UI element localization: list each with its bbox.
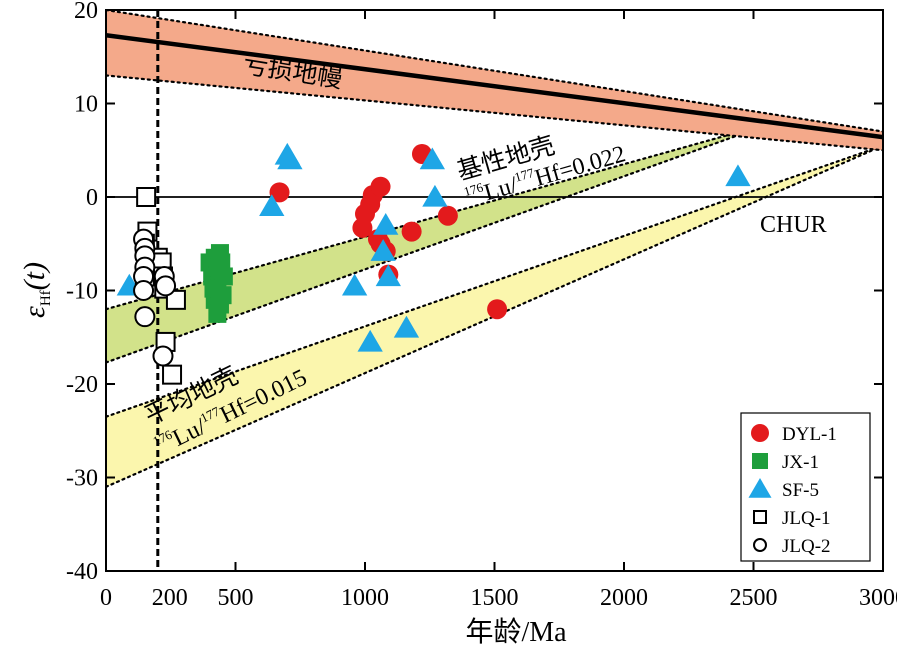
legend-marker-jlq-2 <box>753 538 767 552</box>
chur-label: CHUR <box>760 212 827 238</box>
point-sf-5 <box>259 194 285 217</box>
depleted-mantle-line <box>106 33 883 140</box>
legend-label-sf-5: SF-5 <box>782 480 819 501</box>
series-sf-5 <box>116 142 751 352</box>
series-jx-1 <box>200 244 233 323</box>
dm-band-lower-line <box>106 74 883 152</box>
point-dyl-1 <box>401 221 422 242</box>
y-axis-title-paren: (t) <box>18 262 51 290</box>
axes: 0 500 1000 1500 2000 2500 3000 200 -40 -30 -20 -10 0… <box>66 0 897 611</box>
point-jx-1 <box>204 279 223 298</box>
legend-marker-dyl-1 <box>751 424 769 442</box>
y-axis-title-sub: Hf <box>38 290 54 306</box>
y-axis-title: εHf(t) <box>18 262 54 318</box>
point-jlq-1 <box>162 364 183 385</box>
point-sf-5 <box>373 212 399 235</box>
point-jx-1 <box>210 244 229 263</box>
legend-item-sf-5: SF-5 <box>748 478 819 501</box>
average-band-upper-line <box>106 144 883 418</box>
y-tick-label: -40 <box>66 559 98 585</box>
y-tick-label: 0 <box>86 185 98 211</box>
point-dyl-1 <box>370 176 391 197</box>
point-jlq-2 <box>152 345 174 367</box>
y-tick-label: -10 <box>66 279 98 305</box>
mafic-band-lower-line <box>106 133 742 364</box>
x-tick-label: 1000 <box>341 585 389 611</box>
legend-label-jx-1: JX-1 <box>782 452 819 473</box>
point-sf-5 <box>725 164 751 187</box>
legend-item-jx-1: JX-1 <box>752 452 819 473</box>
point-sf-5 <box>419 147 445 170</box>
point-sf-5 <box>341 273 368 296</box>
legend-item-jlq-1: JLQ-1 <box>753 508 831 529</box>
point-sf-5 <box>422 184 448 207</box>
legend-label-jlq-1: JLQ-1 <box>782 508 831 529</box>
y-tick-label: -30 <box>66 466 98 492</box>
point-dyl-1 <box>487 299 508 320</box>
point-jlq-2 <box>133 280 155 301</box>
point-sf-5 <box>370 239 396 261</box>
point-jlq-1 <box>136 187 157 207</box>
y-axis-title-main: ε <box>18 306 51 318</box>
y-tick-label: -20 <box>66 372 98 398</box>
legend-item-jlq-2: JLQ-2 <box>753 536 831 557</box>
x-tick-label: 3000 <box>859 585 897 611</box>
point-dyl-1 <box>269 182 290 203</box>
x-tick-label: 2000 <box>600 585 648 611</box>
average-band-lower-line <box>106 144 883 488</box>
legend-marker-jlq-1 <box>753 510 767 524</box>
point-jlq-2 <box>134 306 156 328</box>
point-dyl-1 <box>437 205 458 226</box>
dm-band-upper-line <box>106 10 883 133</box>
x-tick-label: 2500 <box>730 585 778 611</box>
legend-marker-sf-5 <box>748 478 772 498</box>
point-sf-5 <box>277 147 303 170</box>
legend-marker-jx-1 <box>752 453 768 469</box>
point-jlq-1 <box>165 289 186 310</box>
legend: DYL-1 JX-1 SF-5 JLQ-1 JLQ-2 <box>740 412 871 562</box>
point-jlq-2 <box>155 275 177 297</box>
svg-text:εHf(t): εHf(t) <box>18 262 54 318</box>
point-sf-5 <box>357 329 383 352</box>
y-tick-label: 10 <box>74 92 98 118</box>
series-jlq-2 <box>133 228 177 367</box>
dm-band-fill <box>106 10 883 151</box>
y-tick-label: 20 <box>74 0 98 24</box>
point-sf-5 <box>393 315 420 338</box>
data-points <box>116 142 751 385</box>
x-tick-label: 500 <box>218 585 254 611</box>
evolution-bands <box>106 10 883 488</box>
x-axis-title: 年龄/Ma <box>465 616 567 647</box>
legend-item-dyl-1: DYL-1 <box>751 424 837 445</box>
x-tick-label: 0 <box>100 585 112 611</box>
legend-label-jlq-2: JLQ-2 <box>782 536 831 557</box>
x-tick-label-200: 200 <box>152 585 188 611</box>
legend-label-dyl-1: DYL-1 <box>782 424 837 445</box>
point-sf-5 <box>375 264 401 287</box>
x-tick-label: 1500 <box>471 585 519 611</box>
